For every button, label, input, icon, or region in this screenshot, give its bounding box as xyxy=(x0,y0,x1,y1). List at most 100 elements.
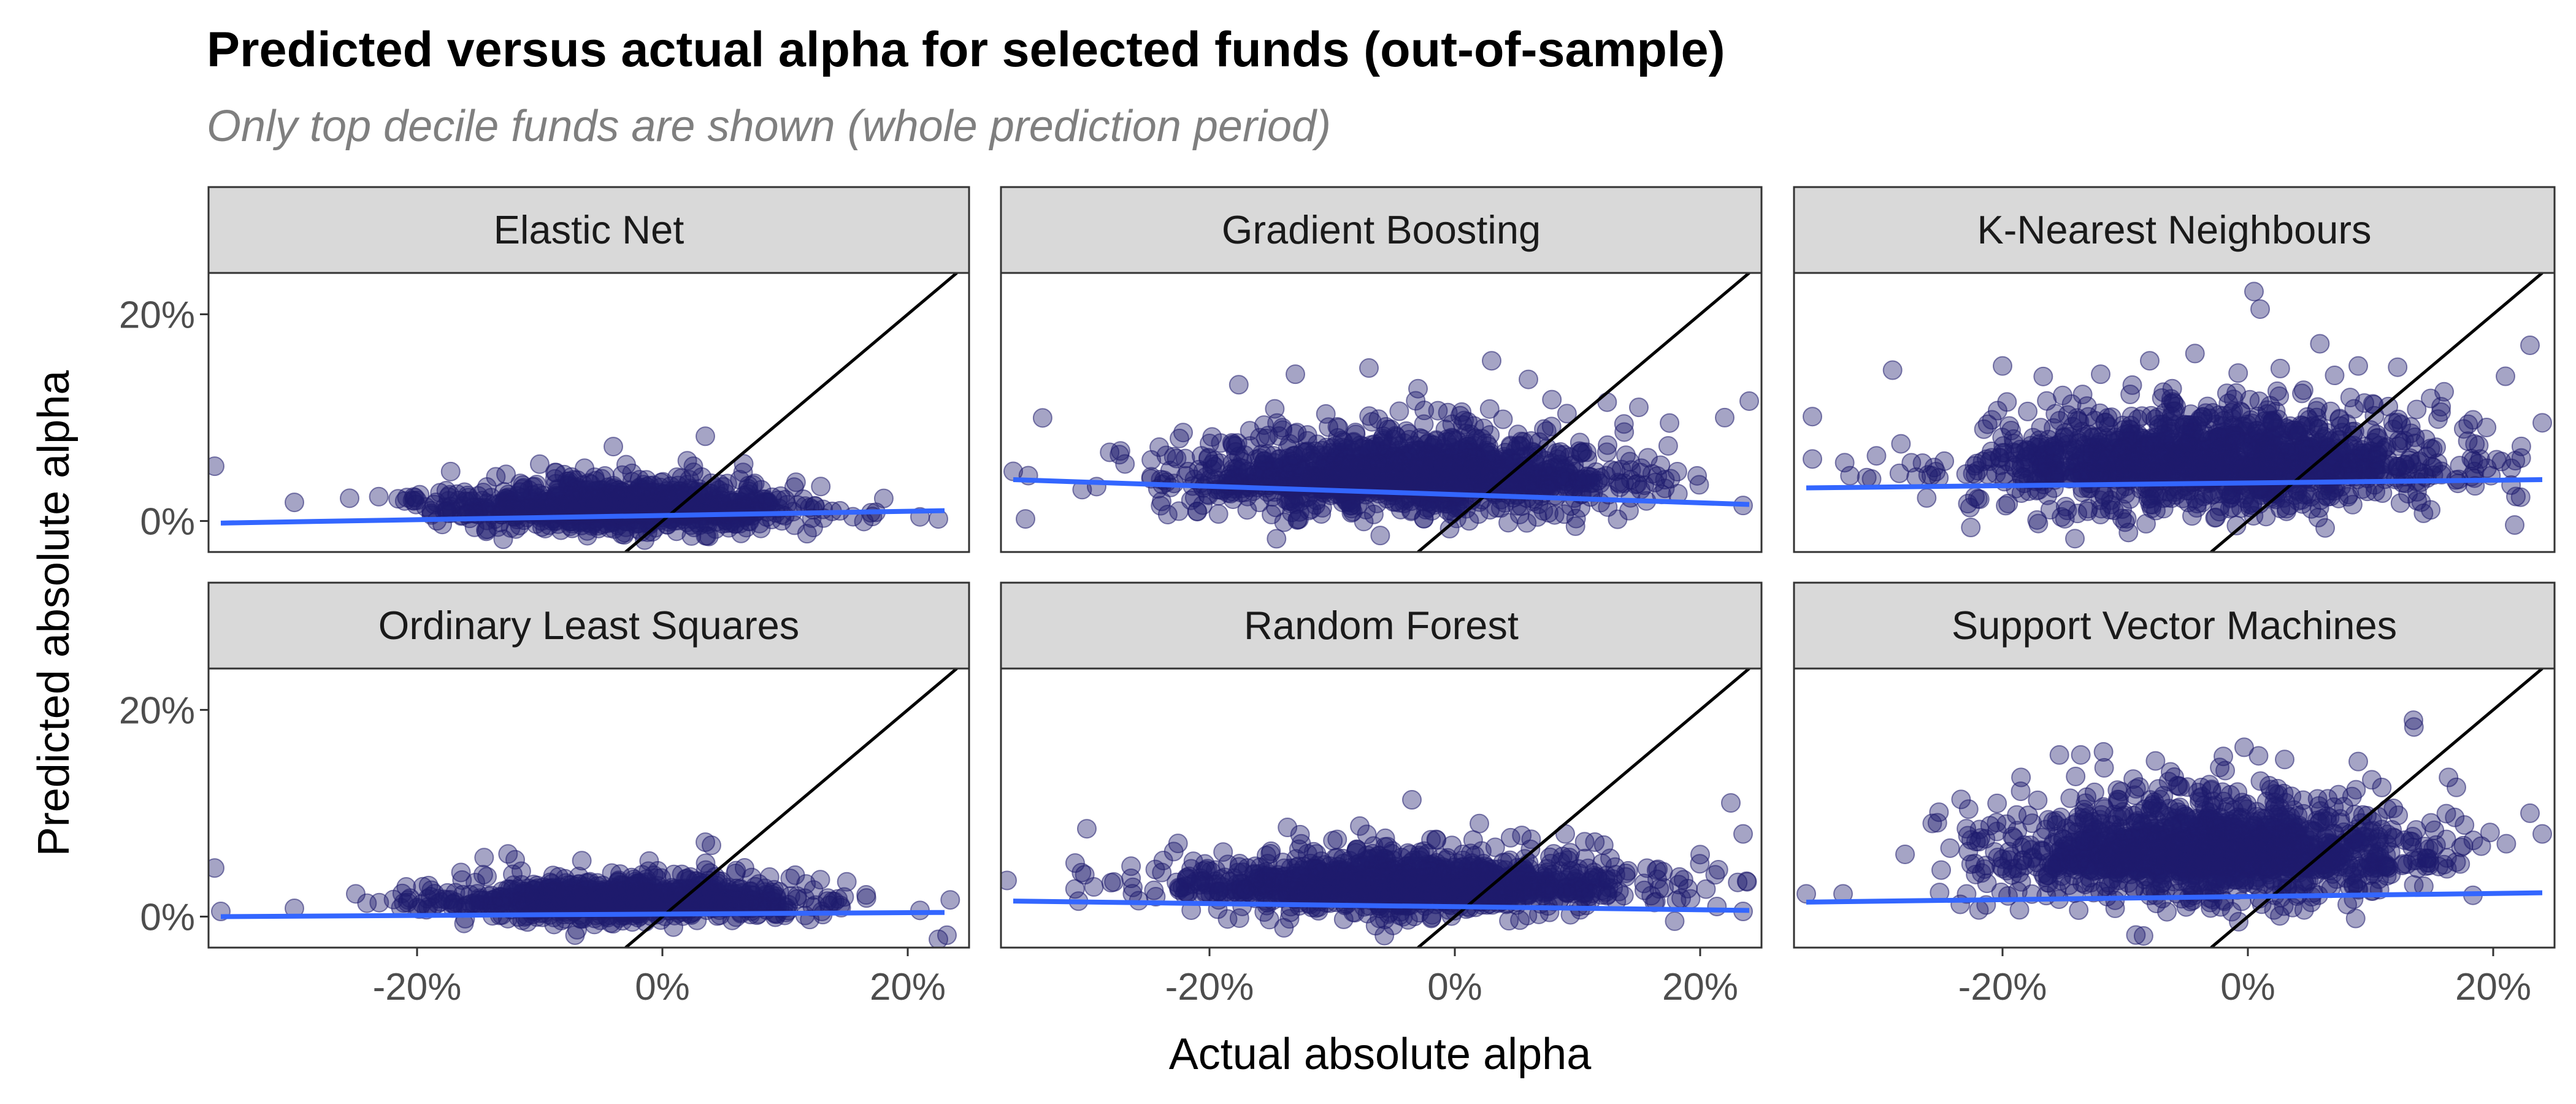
data-point xyxy=(2453,419,2474,439)
y-tick-label: 0% xyxy=(140,500,195,543)
data-point xyxy=(1966,453,1987,473)
data-point xyxy=(2292,383,2312,404)
data-point xyxy=(2068,504,2088,524)
data-point xyxy=(1414,414,1434,434)
data-point xyxy=(1687,466,1708,486)
data-point xyxy=(1614,422,1635,442)
data-point xyxy=(1200,434,1219,454)
data-point xyxy=(1590,473,1610,494)
data-point xyxy=(1882,360,1903,380)
data-point xyxy=(2387,456,2407,477)
data-point xyxy=(784,477,804,497)
data-point xyxy=(1803,449,1822,469)
data-point xyxy=(2244,282,2264,302)
data-point xyxy=(1266,497,1286,518)
data-point xyxy=(2120,489,2140,509)
data-point xyxy=(1619,500,1639,521)
data-point xyxy=(2391,415,2412,435)
data-point xyxy=(1169,428,1189,448)
data-point xyxy=(1452,402,1472,422)
data-point xyxy=(1287,423,1307,443)
data-point xyxy=(1359,358,1379,378)
data-point xyxy=(1482,449,1502,469)
data-point xyxy=(1458,436,1478,456)
data-point xyxy=(2310,334,2330,354)
data-point xyxy=(2198,432,2218,452)
data-point xyxy=(2368,427,2388,448)
facet-strip-label: Elastic Net xyxy=(494,207,684,252)
data-point xyxy=(940,890,960,910)
data-point xyxy=(622,472,642,492)
facet-panel: K-Nearest Neighbours xyxy=(1793,186,2556,553)
data-point xyxy=(2372,483,2393,504)
data-point xyxy=(369,486,389,507)
data-point xyxy=(1996,496,2016,516)
data-point xyxy=(2161,389,2181,409)
data-point xyxy=(2065,529,2085,549)
data-point xyxy=(2112,508,2132,529)
data-point xyxy=(1141,450,1162,470)
data-point xyxy=(468,486,488,506)
data-point xyxy=(1225,442,1246,462)
data-point xyxy=(545,469,565,489)
data-point xyxy=(770,486,791,506)
data-point xyxy=(440,461,461,481)
data-point xyxy=(1265,399,1285,419)
data-point xyxy=(689,496,709,516)
data-point xyxy=(1208,504,1229,524)
data-point xyxy=(451,862,471,883)
data-point xyxy=(2350,454,2371,474)
data-point xyxy=(1482,351,1501,371)
data-point xyxy=(2461,448,2482,469)
data-point xyxy=(2323,447,2344,467)
data-point xyxy=(2209,483,2229,504)
data-point xyxy=(2058,405,2078,425)
data-point xyxy=(2185,343,2205,364)
data-point xyxy=(2315,518,2336,538)
data-point xyxy=(696,426,715,447)
data-point xyxy=(2370,460,2390,480)
data-point xyxy=(743,475,763,495)
data-point xyxy=(2095,448,2115,468)
facet-panel: Gradient Boosting xyxy=(1000,186,1763,553)
data-point xyxy=(1240,421,1260,441)
data-point xyxy=(1299,500,1319,521)
data-point xyxy=(1597,392,1617,412)
data-point xyxy=(1032,408,1052,428)
data-point xyxy=(407,490,427,510)
data-point xyxy=(2178,493,2198,513)
data-point xyxy=(2270,358,2290,378)
panel-marks xyxy=(1003,273,1759,552)
data-point xyxy=(2037,391,2057,411)
data-point xyxy=(1267,529,1287,549)
data-point xyxy=(2124,465,2144,485)
data-point xyxy=(1156,445,1176,466)
data-point xyxy=(1411,447,1432,467)
data-point xyxy=(1551,442,1571,462)
panel-border xyxy=(207,272,970,553)
data-point xyxy=(2077,396,2097,416)
data-point xyxy=(2214,411,2234,431)
data-point xyxy=(1660,413,1680,433)
data-point xyxy=(2301,437,2321,458)
data-point xyxy=(2098,427,2118,448)
data-point xyxy=(1658,435,1678,456)
data-point xyxy=(2209,502,2229,522)
data-point xyxy=(1110,441,1130,461)
data-point xyxy=(2145,461,2165,481)
data-point xyxy=(666,484,686,504)
reference-line xyxy=(624,273,958,552)
data-point xyxy=(2153,424,2173,445)
data-point xyxy=(1993,356,2012,376)
data-point xyxy=(1667,461,1687,481)
data-point xyxy=(2011,466,2031,486)
data-point xyxy=(746,500,767,521)
data-point xyxy=(2090,490,2110,510)
data-point xyxy=(2033,366,2053,386)
data-point xyxy=(2325,366,2345,386)
data-point xyxy=(1389,401,1409,421)
data-point xyxy=(579,486,599,506)
facet-strip-label: Gradient Boosting xyxy=(1222,207,1541,252)
